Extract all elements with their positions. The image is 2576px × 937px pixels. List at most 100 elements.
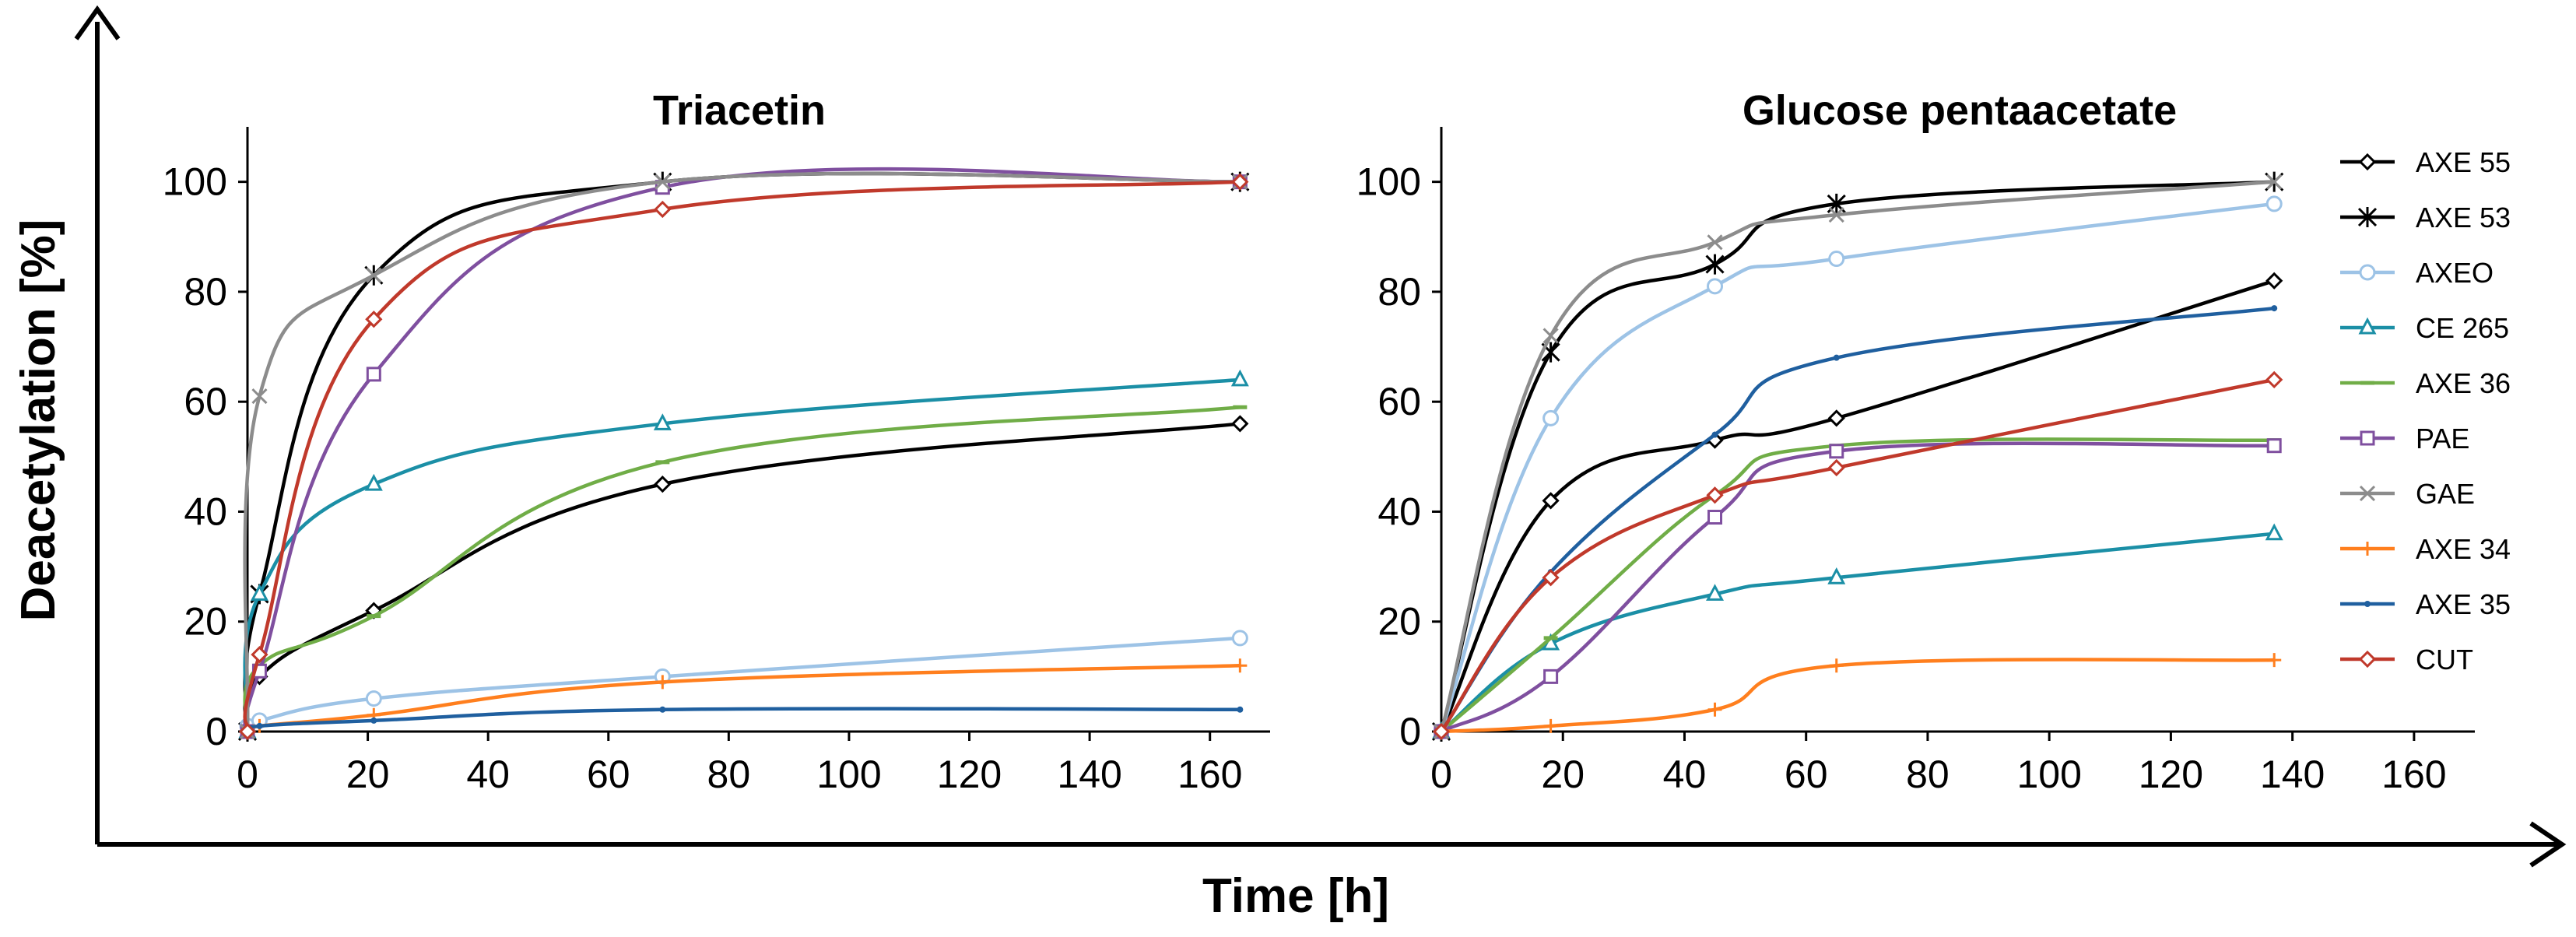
legend-item-axe-53: AXE 53	[2340, 202, 2511, 233]
y-tick-label: 0	[1399, 710, 1421, 753]
data-point-axe-35	[659, 706, 666, 713]
y-tick-label: 0	[205, 710, 227, 753]
data-point-axe-34	[655, 675, 670, 690]
data-point-axeo	[1707, 278, 1724, 295]
series-line-axe-34	[1441, 658, 2275, 734]
data-point-pae	[366, 367, 381, 382]
x-tick-label: 40	[1663, 753, 1707, 796]
legend: AXE 55 AXE 53 AXEO CE 265 AXE 36 PAE GAE AXE 34…	[2340, 146, 2511, 676]
series-line-axe-53	[1439, 180, 2275, 732]
data-point-cut	[365, 311, 383, 328]
data-point-pae	[1707, 510, 1723, 525]
triacetin-panel: Triacetin 0 20 40 60 80 100 0 20 40 60 80 100 120 140 1…	[163, 87, 1270, 796]
data-point-axeo	[2265, 195, 2283, 212]
x-tick-label: 80	[1906, 753, 1950, 796]
legend-marker	[2359, 264, 2376, 281]
series-axe-36	[1434, 437, 2282, 734]
data-point-ce-265	[1827, 567, 1846, 584]
y-tick-label: 60	[1377, 380, 1421, 423]
legend-marker	[2358, 317, 2377, 335]
legend-marker	[2358, 153, 2377, 171]
data-point-axe-55	[1231, 415, 1249, 433]
x-tick-label: 80	[707, 753, 751, 796]
legend-label: CE 265	[2416, 312, 2509, 344]
data-point-cut	[1231, 173, 1249, 191]
data-point-axeo	[1231, 630, 1248, 647]
data-point-axe-35	[1833, 354, 1840, 361]
y-tick-label: 40	[1377, 490, 1421, 533]
legend-label: GAE	[2416, 478, 2475, 510]
data-point-cut	[238, 722, 257, 741]
x-tick-label: 160	[1177, 753, 1242, 796]
data-point-axe-55	[1827, 409, 1845, 427]
x-tick-label: 20	[1541, 753, 1585, 796]
legend-item-axeo: AXEO	[2340, 257, 2494, 289]
data-point-gae	[366, 267, 382, 283]
legend-item-gae: GAE	[2340, 478, 2475, 510]
x-tick-label: 0	[1430, 753, 1452, 796]
data-point-gae	[1707, 234, 1723, 251]
x-tick-label: 120	[937, 753, 1002, 796]
legend-marker	[2359, 485, 2376, 502]
data-point-axeo	[1828, 251, 1845, 268]
data-point-ce-265	[2265, 523, 2283, 541]
legend-item-axe-35: AXE 35	[2340, 588, 2511, 620]
data-point-axe-35	[370, 717, 377, 724]
y-tick-label: 20	[184, 600, 227, 644]
series-line-axe-36	[243, 405, 1241, 732]
legend-label: AXE 53	[2416, 202, 2511, 233]
data-point-cut	[251, 645, 268, 664]
legend-label: AXE 36	[2416, 367, 2511, 399]
x-tick-label: 40	[466, 753, 510, 796]
data-point-axe-53	[1705, 254, 1725, 275]
data-point-gae	[655, 174, 671, 190]
x-tick-label: 160	[2381, 753, 2446, 796]
y-tick-label: 100	[163, 160, 227, 204]
data-point-axe-34	[1543, 718, 1558, 733]
data-point-axe-34	[1233, 658, 1248, 673]
legend-label: CUT	[2416, 644, 2473, 676]
y-axis-label: Deacetylation [%]	[12, 219, 65, 622]
data-point-axe-55	[654, 476, 672, 493]
panel-title: Triacetin	[653, 87, 826, 134]
data-point-cut	[1542, 569, 1560, 587]
x-tick-label: 0	[237, 753, 258, 796]
series-ce-265	[238, 369, 1249, 739]
series-axe-34	[1434, 653, 2282, 739]
y-tick-label: 60	[184, 380, 227, 423]
data-point-axe-35	[256, 722, 263, 729]
legend-label: AXEO	[2416, 257, 2494, 289]
data-point-cut	[2265, 370, 2283, 389]
figure-y-arrow-icon	[74, 5, 121, 40]
series-gae	[1433, 174, 2283, 740]
series-cut	[1432, 370, 2283, 741]
x-tick-label: 140	[1057, 753, 1121, 796]
panel-title: Glucose pentaacetate	[1742, 87, 2177, 134]
series-line-axe-36	[1440, 437, 2275, 733]
series-line-axeo	[243, 636, 1241, 728]
data-point-ce-265	[250, 584, 268, 601]
data-point-ce-265	[1706, 584, 1725, 601]
series-line-ce-265	[243, 377, 1241, 732]
data-point-axeo	[365, 690, 382, 707]
y-tick-label: 100	[1356, 160, 1421, 204]
series-axe-35	[1438, 305, 2278, 735]
series-pae	[1434, 438, 2282, 739]
series-line-axe-55	[1439, 279, 2275, 732]
legend-label: AXE 35	[2416, 588, 2511, 620]
data-point-axe-35	[2271, 305, 2278, 312]
data-point-gae	[1542, 328, 1559, 344]
series-pae	[240, 167, 1248, 739]
legend-item-cut: CUT	[2340, 644, 2473, 676]
series-axe-55	[238, 415, 1249, 741]
data-point-axe-35	[1711, 431, 1718, 438]
data-point-gae	[2266, 174, 2283, 190]
figure-axes	[74, 5, 2567, 868]
series-line-axe-55	[243, 422, 1241, 732]
y-tick-label: 20	[1377, 600, 1421, 644]
data-point-axe-35	[1237, 706, 1244, 713]
y-tick-label: 80	[1377, 270, 1421, 314]
data-point-ce-265	[364, 473, 383, 491]
figure-x-arrow-icon	[2529, 821, 2567, 868]
data-point-pae	[2266, 438, 2282, 454]
